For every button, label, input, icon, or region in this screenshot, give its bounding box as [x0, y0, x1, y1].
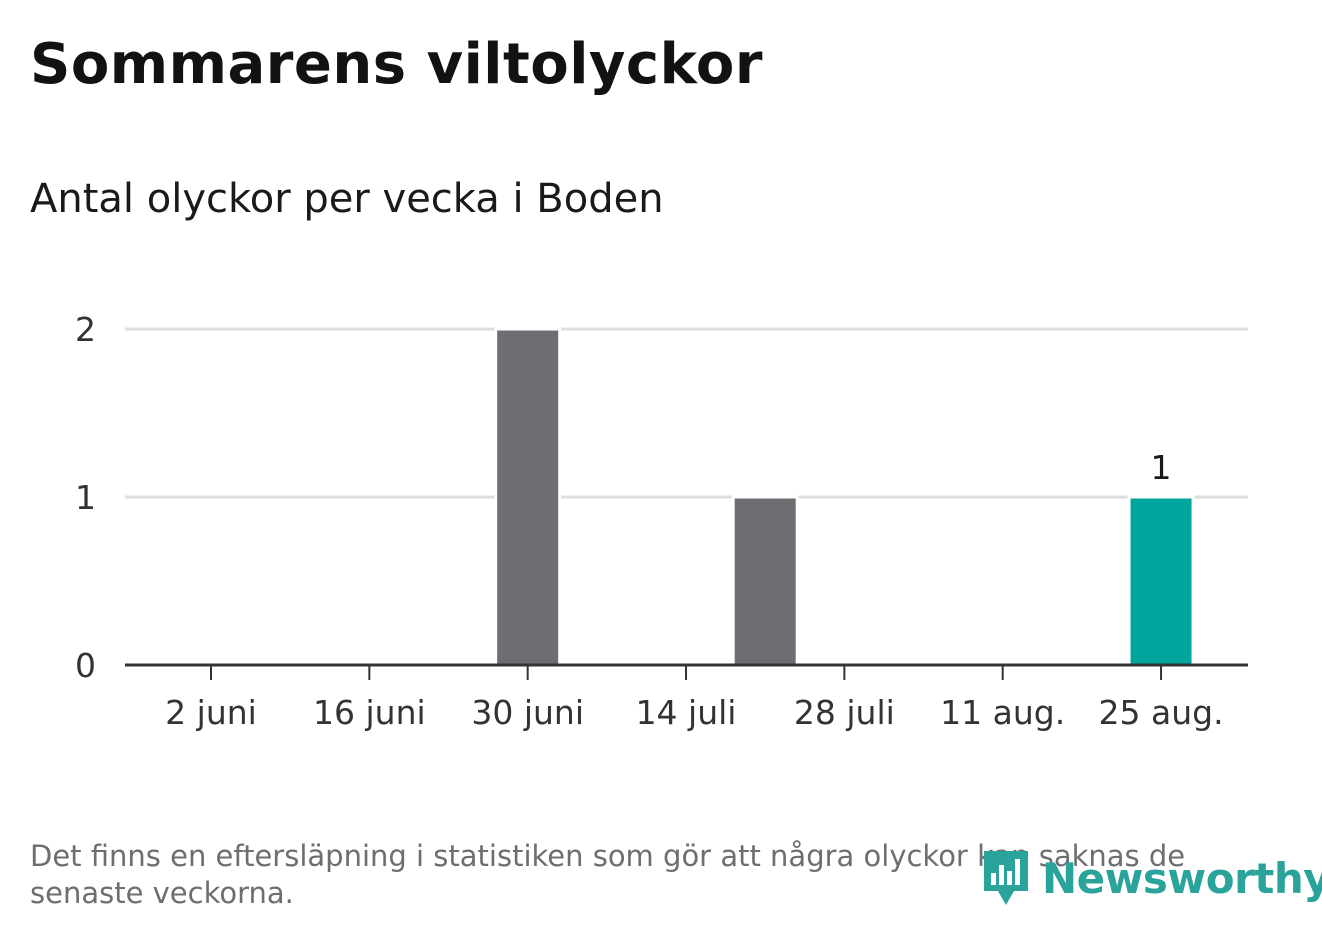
y-tick-label: 2	[75, 310, 96, 349]
x-tick-label: 2 juni	[165, 693, 257, 732]
x-tick-label: 14 juli	[636, 693, 737, 732]
x-tick-label: 11 aug.	[940, 693, 1065, 732]
y-tick-label: 0	[75, 646, 96, 685]
x-tick-label: 25 aug.	[1099, 693, 1224, 732]
newsworthy-logo-icon	[984, 851, 1028, 905]
chart-title: Sommarens viltolyckor	[30, 32, 763, 97]
chart-subtitle: Antal olyckor per vecka i Boden	[30, 176, 664, 222]
y-tick-label: 1	[75, 478, 96, 517]
bar	[1127, 495, 1195, 667]
x-tick-label: 30 juni	[471, 693, 584, 732]
newsworthy-logo-text: Newsworthy	[1042, 853, 1322, 903]
bar-chart: 0 1 2 1 2 juni 16 juni 30 juni 14 juli 28 juli 11…	[75, 310, 1248, 732]
data-label: 1	[1151, 448, 1172, 487]
bar	[731, 495, 799, 667]
newsworthy-logo: Newsworthy	[980, 846, 1322, 910]
x-tick-label: 28 juli	[794, 693, 895, 732]
bar	[494, 327, 562, 667]
x-tick-label: 16 juni	[313, 693, 426, 732]
